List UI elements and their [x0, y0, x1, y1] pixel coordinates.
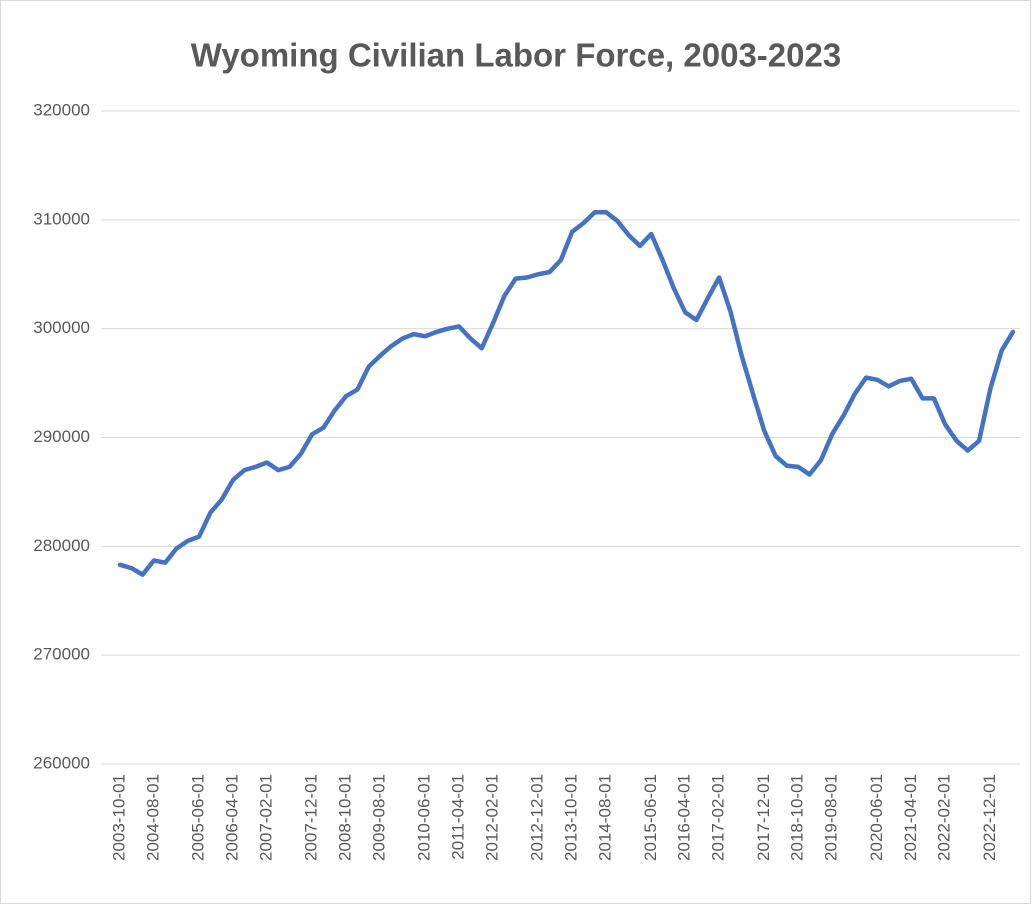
x-tick-label: 2014-08-01: [596, 774, 615, 861]
x-tick-label: 2015-06-01: [641, 774, 660, 861]
data-line: [117, 209, 1016, 577]
x-tick-label: 2006-04-01: [223, 774, 242, 861]
y-tick-label: 310000: [33, 209, 90, 228]
x-tick-label: 2022-12-01: [980, 774, 999, 861]
chart-title: Wyoming Civilian Labor Force, 2003-2023: [191, 37, 841, 74]
x-tick-label: 2012-02-01: [483, 774, 502, 861]
x-tick-label: 2007-02-01: [256, 774, 275, 861]
x-tick-label: 2021-04-01: [901, 774, 920, 861]
x-tick-label: 2017-12-01: [754, 774, 773, 861]
x-tick-label: 2017-02-01: [709, 774, 728, 861]
x-tick-label: 2020-06-01: [867, 774, 886, 861]
x-tick-label: 2007-12-01: [302, 774, 321, 861]
y-tick-label: 300000: [33, 318, 90, 337]
x-tick-label: 2003-10-01: [109, 774, 128, 861]
x-tick-label: 2008-10-01: [336, 774, 355, 861]
y-tick-label: 290000: [33, 427, 90, 446]
x-tick-label: 2005-06-01: [189, 774, 208, 861]
x-tick-label: 2011-04-01: [449, 774, 468, 860]
x-tick-label: 2019-08-01: [822, 774, 841, 861]
y-tick-label: 270000: [33, 645, 90, 664]
x-tick-label: 2010-06-01: [415, 774, 434, 861]
x-tick-label: 2022-02-01: [935, 774, 954, 861]
y-tick-label: 280000: [33, 536, 90, 555]
x-tick-label: 2018-10-01: [788, 774, 807, 861]
x-tick-label: 2004-08-01: [143, 774, 162, 861]
y-tick-label: 260000: [33, 753, 90, 772]
x-tick-label: 2009-08-01: [369, 774, 388, 861]
x-tick-label: 2013-10-01: [562, 774, 581, 861]
y-tick-label: 320000: [33, 100, 90, 119]
x-tick-label: 2016-04-01: [675, 774, 694, 861]
x-tick-label: 2012-12-01: [528, 774, 547, 861]
